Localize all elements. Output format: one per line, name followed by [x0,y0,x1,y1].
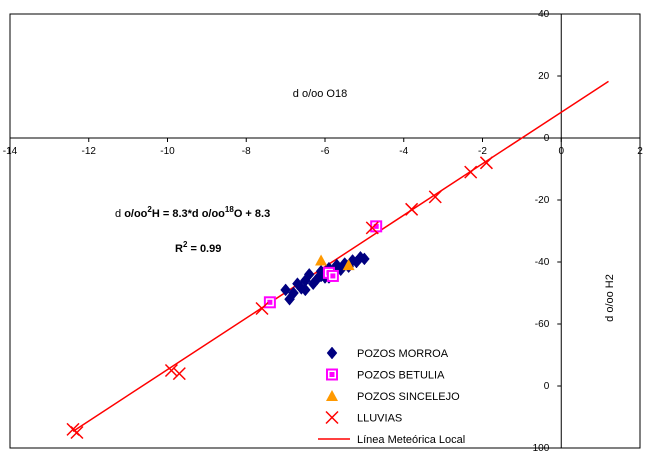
data-point [428,190,442,204]
data-point [479,156,493,170]
legend-label: POZOS BETULIA [357,370,445,382]
data-point [299,283,311,297]
x-tick-label: 0 [558,146,564,157]
data-point [359,252,370,266]
x-tick-label: -6 [321,146,330,157]
data-points [66,156,493,440]
y-tick-label: -20 [535,195,550,206]
legend: POZOS MORROA POZOS BETULIA POZOS SINCELEJO… [318,346,465,446]
data-point [303,268,315,281]
y-tick-label: -60 [535,319,550,330]
equation-label: d o/oo2H = 8.3*d o/oo18O + 8.3 [115,205,270,220]
data-point-core [267,299,273,305]
legend-marker [326,346,338,360]
data-point-stroke-b [365,221,379,235]
legend-label: POZOS SINCELEJO [357,391,460,403]
data-point-stroke-b [70,425,84,440]
data-point-stroke-b [172,367,186,381]
regression-line [72,80,609,432]
x-tick-label: -10 [160,146,175,157]
legend-label: LLUVIAS [357,413,402,425]
y-axis-title: d o/oo H2 [604,274,616,322]
x-tick-label: -14 [3,146,18,157]
equation-part3: o/oo [202,208,225,220]
data-point [464,165,478,179]
data-point [164,363,178,378]
r2-prefix: R [175,243,183,255]
meteoric-line [72,80,609,432]
x-axis-title: d o/oo O18 [293,88,347,100]
legend-marker-stroke-b [325,410,339,425]
data-point [70,425,84,440]
data-point-stroke-b [428,190,442,204]
plot-frame [9,13,641,449]
legend-label: POZOS MORROA [357,348,449,360]
y-tick-label: 40 [538,9,550,20]
data-point [280,283,291,297]
data-point-stroke-b [464,165,478,179]
data-point-stroke-b [164,363,178,378]
legend-marker-core [329,372,335,377]
data-point [405,202,419,216]
x-tick-label: -12 [82,146,97,157]
x-tick-label: -2 [478,146,487,157]
y-tick-label: 0 [544,381,550,392]
data-point-core [330,273,336,279]
legend-marker [325,410,339,425]
equation-part2: H = 8.3*d [152,208,202,220]
series-4 [66,156,493,440]
r-squared-label: R2 = 0.99 [175,240,221,255]
data-point [342,259,355,271]
y-tick-label: 0 [544,133,550,144]
data-point-core [373,223,379,229]
y-tick-label: -100 [529,443,549,454]
x-tick-label: -8 [242,146,251,157]
data-point [365,221,379,235]
data-point [255,301,269,316]
data-point-stroke-b [255,301,269,316]
equation-part1: o/oo [124,208,147,220]
x-tick-label: 2 [637,146,643,157]
r2-suffix: = 0.99 [187,243,221,255]
r2-sup: 2 [183,240,188,249]
equation-part4: O + 8.3 [234,208,270,220]
y-tick-label: 20 [538,71,550,82]
data-point [172,367,186,381]
legend-marker [326,390,338,401]
equation-sup2: 18 [225,205,234,214]
x-tick-label: -4 [399,146,408,157]
data-point-stroke-b [405,202,419,216]
data-point [288,286,299,300]
equation-prefix: d [115,208,124,220]
legend-label: Línea Meteórica Local [357,434,465,446]
data-point-stroke-b [479,156,493,170]
data-point [315,254,328,266]
series-3 [315,254,355,271]
y-tick-label: -40 [535,257,550,268]
equation-sup1: 2 [147,205,152,214]
